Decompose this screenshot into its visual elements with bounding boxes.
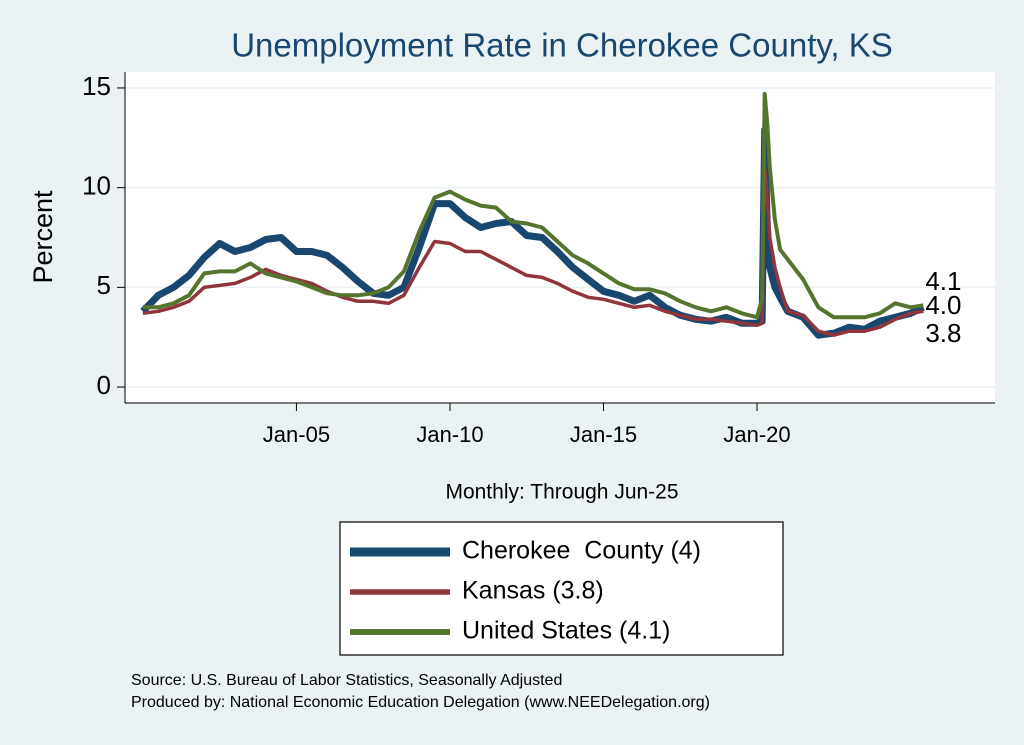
x-tick-label: Jan-15 [570,422,637,447]
x-tick-label: Jan-20 [723,422,790,447]
legend-label: Cherokee County (4) [462,537,701,565]
x-axis-title: Monthly: Through Jun-25 [445,481,678,504]
y-axis-title: Percent [28,190,58,284]
end-label: 4.0 [925,290,961,320]
plot: 0 5 10 15 Jan-05 Jan-10 Jan-15 Jan-20 4.03.8 4.1 C… [82,71,995,645]
y-tick-label: 10 [82,171,111,201]
chart-title: Unemployment Rate in Cherokee County, KS [231,27,893,64]
legend-label: United States (4.1) [462,617,670,645]
source-note: Source: U.S. Bureau of Labor Statistics,… [131,672,562,689]
producer-note: Produced by: National Economic Education… [131,694,710,711]
legend-label: Kansas (3.8) [462,577,604,605]
end-label: 4.1 [925,266,961,296]
x-tick-label: Jan-05 [263,422,330,447]
series-line [142,91,924,320]
end-label: 3.8 [925,318,961,348]
y-tick-label: 0 [97,370,111,400]
x-tick-label: Jan-10 [416,422,483,447]
y-tick-label: 15 [82,71,111,101]
y-tick-label: 5 [97,270,111,300]
plot-area [125,72,995,403]
